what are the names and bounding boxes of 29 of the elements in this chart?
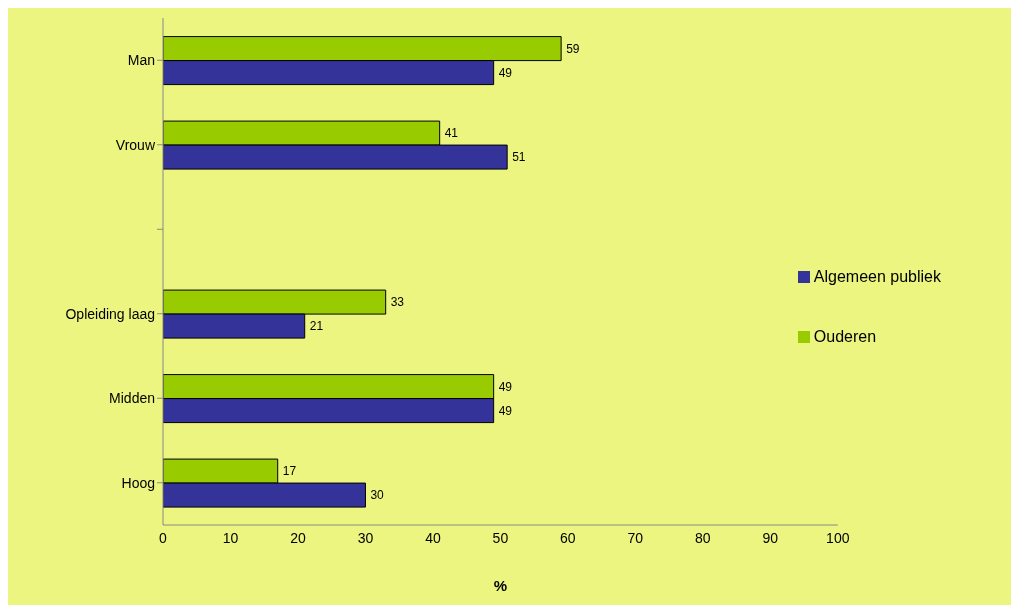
x-axis-title: % (493, 576, 508, 594)
data-label: 17 (282, 464, 297, 479)
data-label: 59 (566, 41, 580, 56)
x-tick-label: 50 (492, 529, 509, 546)
y-tick-label: Man (127, 52, 155, 69)
x-tick-label: 40 (425, 529, 441, 546)
y-tick-label: Opleiding laag (65, 305, 155, 322)
y-tick-label: Vrouw (115, 136, 156, 153)
data-label: 33 (390, 295, 405, 310)
data-label: 51 (512, 150, 526, 165)
data-label: 49 (498, 403, 513, 418)
data-label: 49 (498, 65, 513, 80)
data-label: 30 (370, 488, 385, 503)
x-tick-label: 10 (222, 529, 239, 546)
x-tick-label: 30 (357, 529, 374, 546)
legend-label: Ouderen (813, 327, 877, 345)
x-tick-label: 0 (159, 529, 168, 546)
legend-label: Algemeen publiek (813, 267, 941, 285)
data-label: 21 (309, 319, 324, 334)
x-tick-label: 20 (290, 529, 306, 546)
x-tick-label: 70 (627, 529, 644, 546)
data-label: 49 (498, 379, 513, 394)
x-tick-label: 60 (560, 529, 576, 546)
y-tick-label: Midden (109, 390, 155, 407)
x-tick-label: 90 (762, 529, 779, 546)
data-label: 41 (444, 126, 459, 141)
x-tick-label: 100 (826, 529, 850, 546)
x-tick-label: 80 (695, 529, 711, 546)
y-tick-label: Hoog (121, 474, 155, 491)
